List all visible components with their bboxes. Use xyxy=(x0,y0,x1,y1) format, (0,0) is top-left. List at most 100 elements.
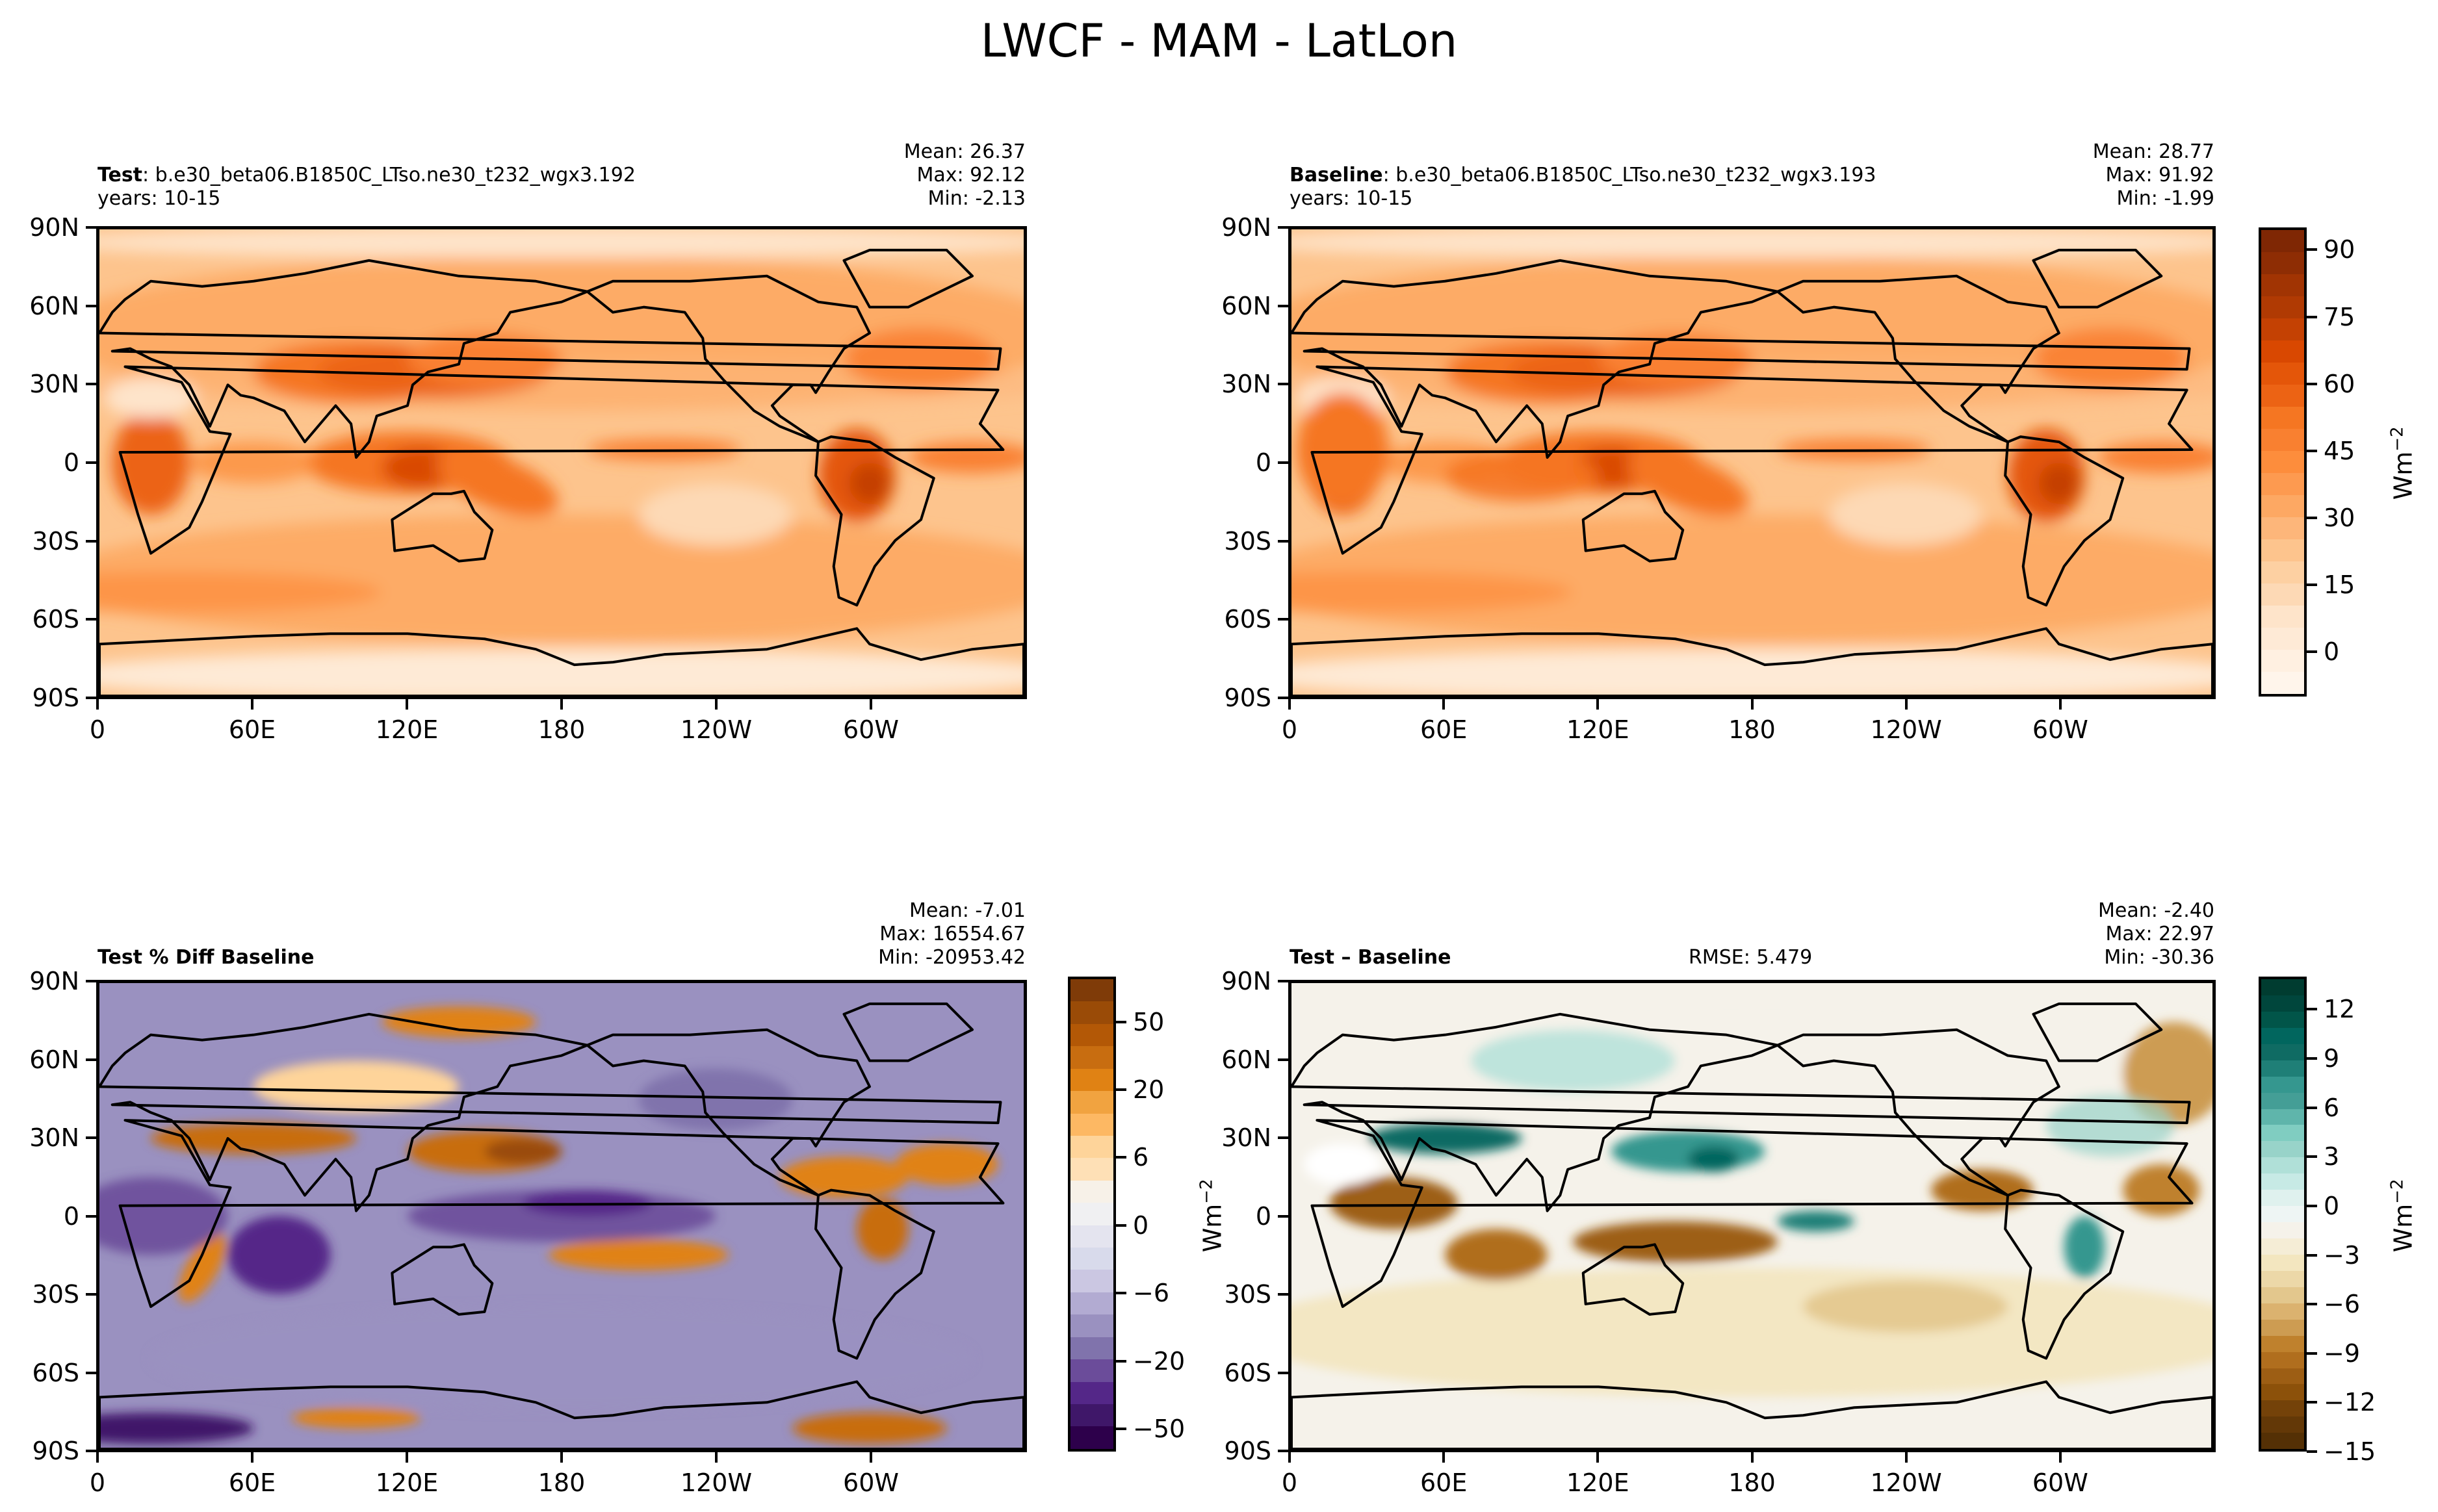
coastline xyxy=(1776,1028,2060,1197)
x-tick-mark xyxy=(1288,699,1291,710)
y-tick-mark xyxy=(86,304,96,307)
panel-test-stats: Mean: 26.37 Max: 92.12 Min: -2.13 xyxy=(701,140,1026,211)
x-tick-mark xyxy=(715,699,718,710)
colorbar-level xyxy=(1070,1337,1113,1360)
x-tick-label: 120E xyxy=(375,1468,439,1497)
field-blob xyxy=(1627,450,1749,517)
colorbar-level xyxy=(2261,451,2304,473)
coastline xyxy=(2032,248,2163,309)
colorbar-level xyxy=(1070,1270,1113,1292)
map-field xyxy=(99,229,1024,696)
colorbar-level xyxy=(2261,296,2304,318)
field-blob xyxy=(1572,1221,1778,1263)
x-tick-label: 60E xyxy=(228,715,276,744)
coastline xyxy=(586,1028,871,1197)
colorbar-level xyxy=(2261,1076,2304,1093)
colorbar-oranges xyxy=(2259,227,2307,697)
panel-test-max: Max: 92.12 xyxy=(916,164,1026,186)
y-tick-mark xyxy=(1278,383,1288,386)
colorbar-level xyxy=(2261,517,2304,539)
colorbar-level xyxy=(2261,1254,2304,1271)
y-tick-label: 90N xyxy=(29,967,79,995)
x-tick-label: 120E xyxy=(1566,1468,1629,1497)
y-tick-label: 30N xyxy=(29,1123,79,1152)
coastline xyxy=(814,435,935,607)
colorbar-level xyxy=(1070,1203,1113,1225)
colorbar-level xyxy=(2261,495,2304,517)
colorbar-tick-label: 15 xyxy=(2324,570,2355,600)
y-tick-mark xyxy=(86,1293,96,1296)
field-blob xyxy=(792,1413,947,1444)
colorbar-level xyxy=(2261,606,2304,628)
field-blob xyxy=(253,1060,459,1113)
coastline xyxy=(118,1119,1005,1308)
x-tick-label: 60W xyxy=(843,715,899,744)
x-tick-mark xyxy=(1904,699,1908,710)
field-blob xyxy=(1470,1029,1676,1092)
colorbar-level xyxy=(1070,1180,1113,1203)
colorbar-level xyxy=(2261,1222,2304,1238)
colorbar-tick-mark xyxy=(2307,1204,2317,1207)
colorbar-level xyxy=(1070,1248,1113,1270)
colorbar-level xyxy=(2261,1368,2304,1385)
field-blob xyxy=(638,1068,793,1131)
y-tick-label: 0 xyxy=(1255,448,1271,477)
coastline xyxy=(2032,1002,2163,1062)
colorbar-tick-mark xyxy=(1116,1224,1126,1227)
x-tick-mark xyxy=(1750,1452,1754,1463)
colorbar-tick-mark xyxy=(2307,449,2317,452)
field-blob xyxy=(104,377,198,419)
colorbar-level xyxy=(2261,1433,2304,1450)
field-blob xyxy=(895,1143,998,1185)
y-tick-mark xyxy=(1278,1214,1288,1218)
y-tick-label: 60N xyxy=(1221,291,1271,320)
colorbar-level xyxy=(1070,1225,1113,1248)
panel-baseline-subtitle: years: 10-15 xyxy=(1290,187,1413,210)
y-tick-label: 60S xyxy=(32,605,79,634)
field-blob xyxy=(857,1198,909,1261)
panel-diff-stats: Mean: -2.40 Max: 22.97 Min: -30.36 xyxy=(1889,899,2214,969)
coastline xyxy=(842,248,974,309)
colorbar-level xyxy=(2261,429,2304,451)
field-blob xyxy=(1291,514,2212,645)
panel-test-min: Min: -2.13 xyxy=(927,187,1026,210)
colorbar-tick-mark xyxy=(2307,382,2317,385)
field-blob xyxy=(1291,1268,2212,1398)
y-tick-label: 60N xyxy=(29,291,79,320)
x-tick-mark xyxy=(1596,1452,1600,1463)
panel-test-subtitle: years: 10-15 xyxy=(97,187,221,210)
y-tick-label: 60S xyxy=(1224,605,1271,634)
y-tick-label: 90S xyxy=(32,1437,79,1465)
colorbar-level xyxy=(2261,1011,2304,1028)
y-tick-label: 0 xyxy=(63,448,79,477)
colorbar-tick-label: 0 xyxy=(2324,637,2340,667)
x-tick-mark xyxy=(2058,699,2062,710)
coastline xyxy=(391,489,494,563)
field-blob xyxy=(2038,463,2080,504)
panel-pctdiff-mean: Mean: -7.01 xyxy=(909,899,1026,922)
field-blob xyxy=(178,1233,226,1303)
field-blob xyxy=(99,1177,228,1255)
field-blob xyxy=(189,442,318,483)
x-tick-mark xyxy=(96,699,99,710)
panel-test-header: Test: b.e30_beta06.B1850C_LTso.ne30_t232… xyxy=(97,164,636,211)
colorbar-pct-diff-label: Wm−2 xyxy=(1197,1179,1227,1253)
colorbar-level xyxy=(2261,1141,2304,1158)
panel-baseline-mean: Mean: 28.77 xyxy=(2092,140,2214,163)
y-tick-mark xyxy=(1278,618,1288,621)
y-tick-mark xyxy=(1278,980,1288,982)
colorbar-level xyxy=(2261,473,2304,495)
y-tick-mark xyxy=(1278,1293,1288,1296)
colorbar-level xyxy=(2261,274,2304,296)
field-blob xyxy=(1445,1229,1548,1281)
colorbar-level xyxy=(1070,1359,1113,1382)
map-pct-diff xyxy=(96,980,1027,1452)
field-blob xyxy=(1688,1146,1739,1172)
y-tick-mark xyxy=(86,383,96,386)
colorbar-level xyxy=(1070,1113,1113,1136)
field-blob xyxy=(1777,1211,1854,1232)
y-tick-mark xyxy=(86,1450,96,1452)
y-tick-label: 60N xyxy=(29,1045,79,1074)
colorbar-tick-mark xyxy=(2307,1057,2317,1060)
y-tick-mark xyxy=(1278,1371,1288,1374)
